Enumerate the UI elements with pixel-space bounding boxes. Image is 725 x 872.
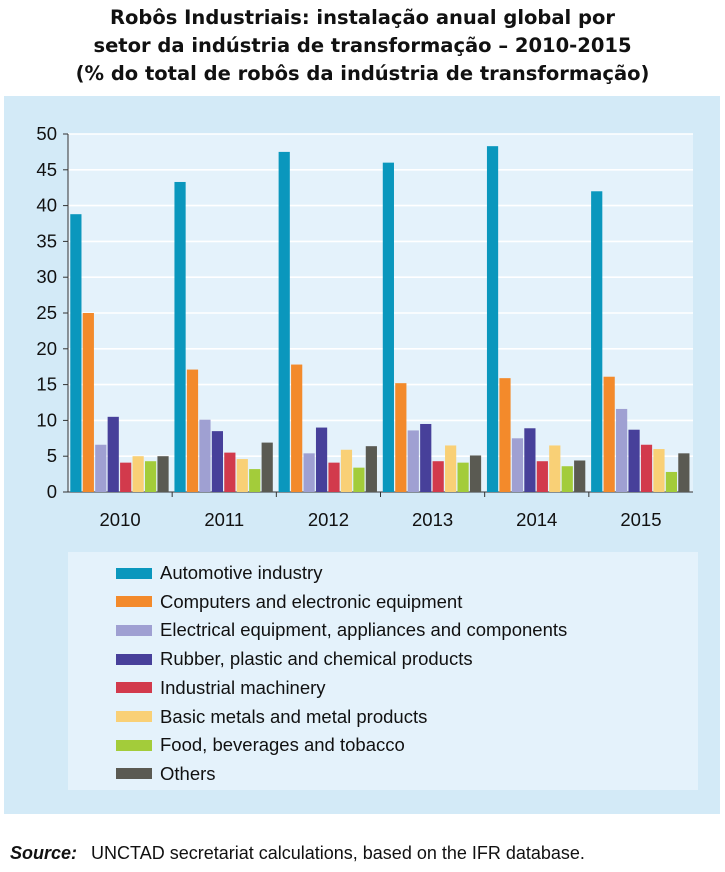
bar: [511, 438, 524, 492]
y-tick-label: 0: [47, 481, 57, 502]
legend-swatch: [116, 596, 152, 608]
bar: [291, 364, 303, 492]
legend: Automotive industry Computers and electro…: [68, 552, 698, 790]
legend-label: Basic metals and metal products: [160, 705, 428, 727]
source-text: UNCTAD secretariat calculations, based o…: [91, 843, 585, 863]
bar: [432, 461, 444, 492]
y-tick-label: 30: [36, 266, 57, 287]
legend-item: Computers and electronic equipment: [116, 590, 462, 614]
legend-swatch: [116, 682, 152, 694]
bar: [616, 408, 628, 492]
legend-item: Electrical equipment, appliances and com…: [116, 618, 567, 642]
legend-item: Food, beverages and tobacco: [116, 733, 405, 757]
bar: [236, 459, 248, 492]
y-tick-label: 35: [36, 230, 57, 251]
x-tick-label: 2010: [100, 509, 141, 530]
y-tick-label: 15: [36, 374, 57, 395]
legend-swatch: [116, 624, 152, 636]
bar: [132, 456, 144, 492]
x-tick-label: 2014: [516, 509, 557, 530]
bar: [653, 449, 665, 492]
chart-title: Robôs Industriais: instalação anual glob…: [0, 4, 725, 88]
bar: [278, 151, 290, 492]
bar-chart: 0 5 10 15 20 25 30 35 40 45 50 2010 2011 2012 2013 2014…: [36, 123, 693, 530]
x-tick-label: 2011: [204, 509, 244, 530]
bar: [395, 383, 407, 492]
bar: [486, 146, 499, 492]
y-tick-label: 5: [47, 445, 57, 466]
bar: [524, 428, 536, 492]
bar: [95, 444, 107, 492]
title-line-3: (% do total de robôs da indústria de tra…: [75, 62, 650, 85]
y-tick-label: 20: [36, 338, 57, 359]
legend-label: Rubber, plastic and chemical products: [160, 648, 473, 670]
bar: [261, 442, 273, 492]
bar: [157, 456, 169, 492]
legend-item: Rubber, plastic and chemical products: [116, 647, 473, 671]
title-line-1: Robôs Industriais: instalação anual glob…: [110, 6, 615, 29]
bar: [678, 453, 690, 492]
bar: [591, 191, 603, 492]
legend-label: Industrial machinery: [160, 676, 326, 698]
bar: [144, 461, 157, 492]
legend-item: Others: [116, 762, 216, 786]
bar: [469, 455, 482, 492]
bar: [382, 162, 394, 492]
y-tick-label: 10: [36, 409, 57, 430]
legend-swatch: [116, 653, 152, 665]
legend-swatch: [116, 567, 152, 579]
bar: [445, 445, 457, 492]
bar: [353, 467, 365, 492]
bar: [199, 419, 211, 492]
bar: [640, 444, 653, 492]
bar: [303, 453, 315, 492]
x-tick-label: 2015: [620, 509, 661, 530]
y-tick-label: 50: [36, 123, 57, 144]
legend-swatch: [116, 768, 152, 780]
bar: [549, 445, 561, 492]
y-tick-label: 45: [36, 159, 57, 180]
bar: [457, 462, 469, 492]
bar: [365, 446, 377, 492]
legend-label: Food, beverages and tobacco: [160, 734, 405, 756]
bar: [70, 214, 82, 492]
bar: [407, 430, 419, 492]
legend-label: Others: [160, 762, 216, 784]
bar: [574, 460, 586, 492]
y-tick-label: 25: [36, 302, 57, 323]
source-label: Source:: [10, 843, 78, 863]
legend-swatch: [116, 739, 152, 751]
bar: [603, 376, 615, 492]
bar: [499, 378, 511, 492]
title-line-2: setor da indústria de transformação – 20…: [93, 34, 632, 57]
bar: [315, 427, 328, 492]
bar: [420, 423, 432, 492]
bar: [107, 416, 119, 492]
bar: [211, 431, 223, 492]
legend-item: Industrial machinery: [116, 676, 326, 700]
bar: [82, 313, 94, 492]
legend-label: Electrical equipment, appliances and com…: [160, 619, 568, 641]
bar: [340, 449, 353, 492]
bar: [186, 369, 199, 492]
bar: [174, 181, 186, 493]
bar: [120, 462, 132, 492]
bar: [249, 469, 261, 492]
bar: [328, 462, 340, 492]
legend-label: Automotive industry: [160, 562, 323, 583]
legend-label: Computers and electronic equipment: [160, 590, 463, 612]
bar: [536, 461, 548, 492]
bar: [561, 466, 573, 492]
x-tick-label: 2012: [308, 509, 349, 530]
legend-item: Automotive industry: [116, 561, 322, 585]
source-note: Source: UNCTAD secretariat calculations, …: [10, 843, 585, 864]
bar: [224, 452, 236, 492]
legend-swatch: [116, 711, 152, 722]
bar: [628, 429, 640, 492]
bar: [665, 471, 678, 492]
y-tick-label: 40: [36, 195, 57, 216]
legend-item: Basic metals and metal products: [116, 705, 427, 729]
x-tick-label: 2013: [412, 509, 453, 530]
